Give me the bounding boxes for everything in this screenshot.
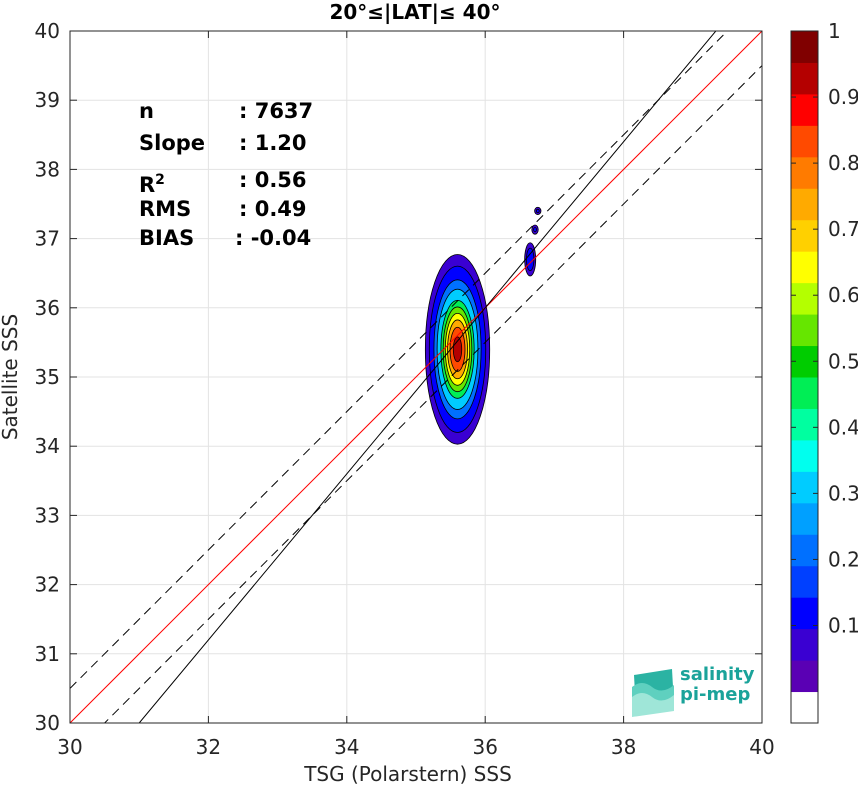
stat-value: : -0.04 (235, 226, 312, 251)
y-tick-label: 40 (35, 19, 60, 43)
line-1-1 (70, 31, 762, 723)
y-axis-label: Satellite SSS (0, 314, 22, 440)
colorbar-frame (790, 30, 819, 724)
x-tick-label: 36 (472, 735, 497, 759)
stat-label: R2 (139, 172, 165, 198)
line-lower-bound (103, 65, 762, 723)
logo-line-1: salinity (680, 664, 755, 685)
colorbar-segment (791, 439, 818, 472)
x-axis-ticks: 30 32 34 36 38 40 (57, 31, 775, 759)
colorbar-segment (791, 691, 818, 724)
colorbar-tick-label: 0.8 (828, 151, 858, 175)
colorbar-tick-label: 0.9 (828, 85, 858, 109)
y-tick-label: 36 (35, 296, 60, 320)
colorbar-tick-label: 0.3 (828, 481, 858, 505)
density-contour (533, 227, 537, 233)
colorbar-segment (791, 93, 818, 126)
colorbar-segment (791, 156, 818, 189)
y-tick-label: 32 (35, 573, 60, 597)
y-tick-label: 39 (35, 88, 60, 112)
colorbar-tick-label: 0.2 (828, 547, 858, 571)
logo-waves-icon (632, 669, 674, 717)
x-axis-label: TSG (Polarstern) SSS (303, 762, 512, 786)
stat-label: n (139, 99, 154, 123)
stat-label: BIAS (139, 226, 195, 251)
logo-text: salinity pi-mep (680, 665, 755, 705)
y-tick-label: 38 (35, 157, 60, 181)
stat-value: : 1.20 (239, 130, 307, 155)
stat-value: : 0.56 (239, 168, 307, 193)
colorbar-tick-label: 0.7 (828, 217, 858, 241)
stat-label: RMS (139, 196, 192, 221)
colorbar: 0.1 0.2 0.3 0.4 0.5 0.6 0.7 0.8 0.9 1 (790, 19, 858, 724)
colorbar-tick-label: 0.5 (828, 349, 858, 373)
chart-title: 20°≤|LAT|≤ 40° (329, 0, 500, 24)
stat-label: Slope (139, 130, 206, 155)
colorbar-segment (791, 125, 818, 158)
line-upper-bound (70, 31, 729, 689)
logo-line-2: pi-mep (680, 684, 751, 705)
density-contour (535, 208, 540, 213)
y-tick-label: 31 (35, 642, 60, 666)
colorbar-segment (791, 314, 818, 347)
colorbar-tick-label: 0.1 (828, 613, 858, 637)
colorbar-tick-label: 0.4 (828, 415, 858, 439)
stat-value: : 0.49 (239, 196, 307, 221)
salinity-pi-mep-logo: salinity pi-mep (630, 665, 760, 719)
colorbar-segment (791, 62, 818, 95)
colorbar-segment (791, 597, 818, 630)
colorbar-segment (791, 408, 818, 441)
colorbar-segment (791, 502, 818, 535)
colorbar-segment (791, 219, 818, 252)
colorbar-tick-label: 0.6 (828, 283, 858, 307)
colorbar-segment (791, 282, 818, 315)
colorbar-tick-label: 1 (828, 19, 841, 43)
colorbar-segment (791, 251, 818, 284)
x-tick-label: 38 (611, 735, 636, 759)
x-tick-label: 30 (57, 735, 82, 759)
colorbar-segment (791, 31, 818, 63)
y-axis-ticks: 30 31 32 33 34 35 36 37 38 39 40 (35, 19, 762, 735)
y-tick-label: 35 (35, 365, 60, 389)
y-tick-label: 37 (35, 227, 60, 251)
colorbar-segment (791, 188, 818, 221)
reference-lines (70, 31, 762, 723)
colorbar-segment (791, 534, 818, 567)
colorbar-segment (791, 377, 818, 409)
x-tick-label: 34 (334, 735, 359, 759)
stat-value: : 7637 (239, 99, 314, 123)
colorbar-segment (791, 471, 818, 504)
y-tick-label: 34 (35, 434, 60, 458)
colorbar-segment (791, 565, 818, 598)
y-tick-label: 30 (35, 711, 60, 735)
x-tick-label: 40 (749, 735, 774, 759)
colorbar-segment (791, 628, 818, 661)
colorbar-segment (791, 660, 818, 693)
x-tick-label: 32 (196, 735, 221, 759)
density-contour (526, 247, 535, 272)
y-tick-label: 33 (35, 503, 60, 527)
